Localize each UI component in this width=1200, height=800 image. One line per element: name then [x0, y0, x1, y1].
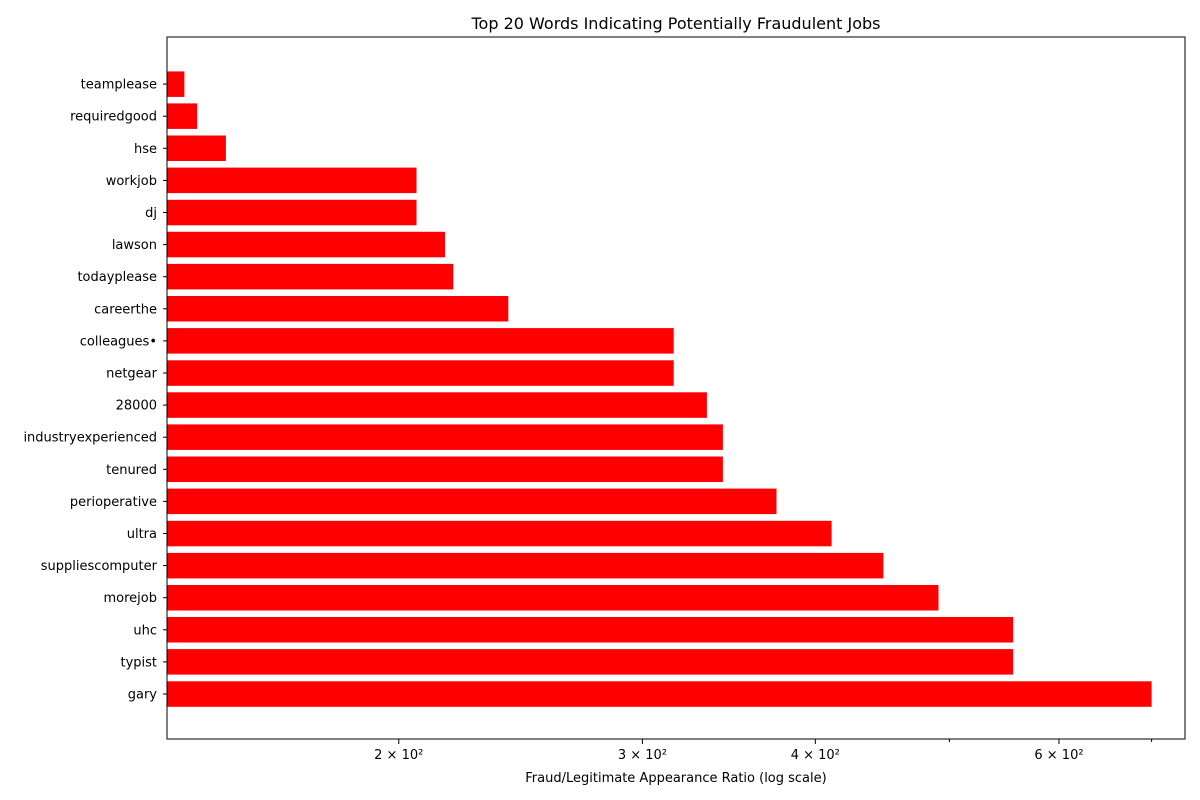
y-tick-label: lawson	[112, 238, 157, 253]
x-axis-ticks: 2 × 10² 3 × 10² 4 × 10² 6 × 10²	[374, 739, 1153, 763]
y-tick-label: typist	[120, 655, 157, 670]
y-tick-label: industryexperienced	[23, 431, 157, 446]
y-tick-label: perioperative	[70, 495, 157, 510]
bar-3	[167, 585, 939, 611]
bar-18	[167, 103, 198, 129]
y-tick-label: requiredgood	[70, 110, 157, 125]
bar-1	[167, 649, 1014, 675]
y-tick-label: tenured	[106, 463, 157, 478]
y-tick-label: suppliescomputer	[41, 559, 158, 574]
y-tick-label: careerthe	[94, 302, 157, 317]
plot-frame	[166, 36, 1186, 740]
y-tick-label: teamplease	[81, 78, 157, 93]
bar-17	[167, 135, 226, 161]
bar-0	[167, 681, 1152, 707]
y-tick-label: morejob	[104, 591, 158, 606]
y-tick-label: 28000	[116, 399, 157, 414]
bar-19	[167, 71, 185, 97]
y-tick-label: ultra	[127, 527, 157, 542]
bar-13	[167, 263, 454, 290]
y-axis-ticks: gary typist uhc morejob suppliescomputer ultr…	[23, 78, 167, 703]
bar-5	[167, 520, 832, 547]
y-tick-label: hse	[134, 142, 157, 157]
bars-group	[167, 71, 1152, 707]
bar-11	[167, 328, 674, 354]
bar-9	[167, 392, 707, 418]
x-tick-label: 4 × 10²	[791, 748, 840, 763]
bar-7	[167, 456, 723, 482]
x-tick-label: 3 × 10²	[618, 748, 667, 763]
bar-14	[167, 231, 445, 258]
y-tick-label: dj	[145, 206, 157, 221]
y-tick-label: gary	[128, 688, 158, 703]
y-tick-label: workjob	[106, 174, 157, 189]
bar-8	[167, 424, 723, 450]
bar-16	[167, 167, 417, 194]
x-tick-label: 6 × 10²	[1034, 748, 1083, 763]
x-tick-label: 2 × 10²	[374, 748, 423, 763]
y-tick-label: uhc	[133, 623, 157, 638]
bar-6	[167, 488, 777, 515]
y-tick-label: colleagues•	[80, 334, 157, 349]
y-tick-label: netgear	[106, 367, 158, 382]
bar-12	[167, 296, 509, 322]
bar-15	[167, 199, 417, 226]
y-tick-label: todayplease	[77, 270, 157, 285]
x-axis-label: Fraud/Legitimate Appearance Ratio (log s…	[525, 771, 826, 786]
chart-title: Top 20 Words Indicating Potentially Frau…	[471, 14, 881, 33]
bar-4	[167, 552, 884, 579]
bar-2	[167, 617, 1014, 643]
bar-10	[167, 360, 674, 386]
